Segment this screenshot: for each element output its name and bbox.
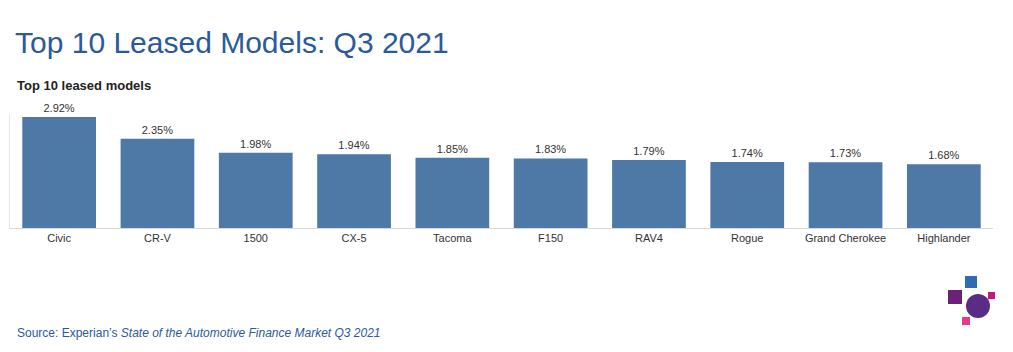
svg-text:1.98%: 1.98% [240,138,271,150]
svg-text:Top 10 Leased Models: Q3 2021: Top 10 Leased Models: Q3 2021 [15,26,449,59]
svg-text:1.83%: 1.83% [535,143,566,155]
svg-text:Source: Experian’s State of th: Source: Experian’s State of the Automoti… [17,326,381,340]
svg-text:1.85%: 1.85% [437,143,468,155]
svg-text:CX-5: CX-5 [342,232,367,244]
svg-text:Grand Cherokee: Grand Cherokee [805,232,886,244]
svg-text:2.35%: 2.35% [142,124,173,136]
svg-text:CR-V: CR-V [144,232,172,244]
svg-text:Civic: Civic [47,232,71,244]
svg-text:1.79%: 1.79% [633,145,664,157]
svg-text:Tacoma: Tacoma [433,232,472,244]
svg-text:1.94%: 1.94% [338,139,369,151]
svg-text:F150: F150 [538,232,563,244]
svg-text:2.92%: 2.92% [43,102,74,114]
svg-text:1.74%: 1.74% [732,147,763,159]
svg-text:Rogue: Rogue [731,232,763,244]
svg-text:1.73%: 1.73% [830,147,861,159]
svg-text:RAV4: RAV4 [635,232,663,244]
svg-text:Highlander: Highlander [917,232,971,244]
svg-text:1500: 1500 [244,232,268,244]
svg-text:1.68%: 1.68% [928,149,959,161]
svg-text:Top 10 leased models: Top 10 leased models [17,78,151,93]
